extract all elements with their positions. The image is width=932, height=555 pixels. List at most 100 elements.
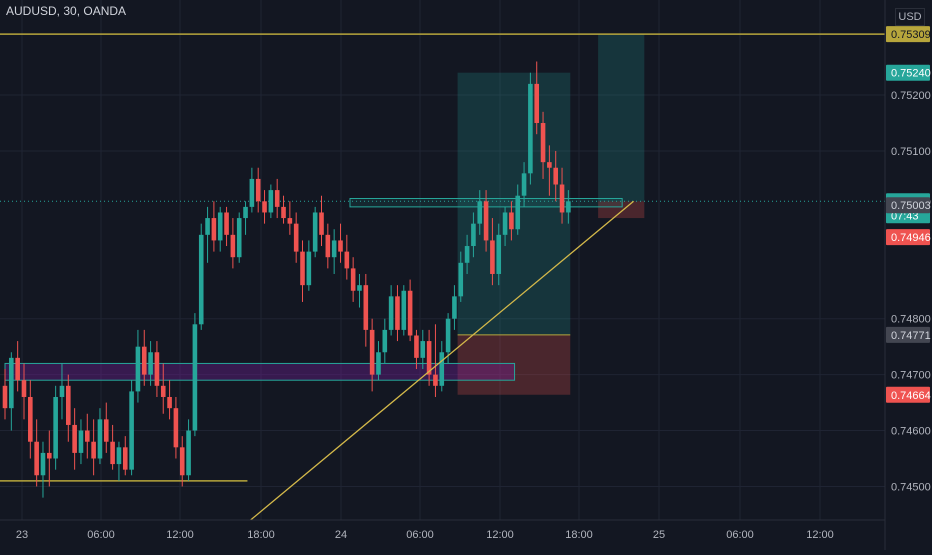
candle-body xyxy=(217,212,223,241)
candle-body xyxy=(559,184,565,213)
price-tick-label: 0.74600 xyxy=(891,426,931,438)
candle-body xyxy=(255,178,261,202)
candle-body xyxy=(553,167,559,185)
time-tick-label: 18:00 xyxy=(247,529,275,541)
candle-body xyxy=(369,329,375,375)
candle-body xyxy=(357,285,362,291)
long-position-profit-zone[interactable] xyxy=(457,72,571,335)
time-tick-label: 06:00 xyxy=(726,529,754,541)
price-tick-label: 0.74700 xyxy=(891,370,931,382)
time-tick-label: 12:00 xyxy=(806,529,834,541)
candle-body xyxy=(141,346,147,375)
candle-body xyxy=(293,223,299,252)
candle-body xyxy=(192,324,198,431)
candle-body xyxy=(211,218,217,241)
long-position-loss-zone-2[interactable] xyxy=(598,201,645,219)
long-position-loss-zone[interactable] xyxy=(457,334,571,395)
time-tick-label: 12:00 xyxy=(166,529,194,541)
candle-body xyxy=(395,296,400,330)
price-badge xyxy=(886,386,930,403)
candle-body xyxy=(477,201,483,224)
candle-body xyxy=(433,374,438,386)
candle-body xyxy=(268,190,274,213)
price-badge-label: 0.74664 xyxy=(891,390,931,402)
candle-body xyxy=(287,218,293,224)
price-axis-background xyxy=(885,0,932,550)
candle-body xyxy=(445,318,451,353)
candle-body xyxy=(414,335,419,358)
candle-body xyxy=(344,251,350,269)
candle-body xyxy=(167,396,172,409)
candle-body xyxy=(129,391,134,470)
price-badge xyxy=(886,26,930,43)
time-tick-label: 12:00 xyxy=(486,529,514,541)
candle-body xyxy=(103,419,109,442)
price-badge xyxy=(886,229,930,246)
candle-body xyxy=(363,285,369,330)
candle-body xyxy=(205,218,210,235)
price-badge-label: 0.75309 xyxy=(891,29,931,41)
candle-body xyxy=(262,201,267,213)
candle-body xyxy=(173,408,179,448)
candle-body xyxy=(243,206,248,219)
candle-body xyxy=(154,352,160,386)
candle-body xyxy=(28,396,33,442)
candle-body xyxy=(452,296,457,319)
candle-body xyxy=(515,195,521,230)
price-badge-label: 0.75240 xyxy=(891,68,931,80)
candle-body xyxy=(502,212,508,235)
price-badge-label: 0.74946 xyxy=(891,232,931,244)
countdown-label: 07:43 xyxy=(891,210,919,222)
candle-body xyxy=(401,290,407,330)
candle-body xyxy=(521,173,527,196)
candle-body xyxy=(496,234,502,274)
candle-body xyxy=(420,341,426,358)
candle-body xyxy=(350,268,356,291)
candle-body xyxy=(566,201,571,213)
candle-body xyxy=(59,385,65,397)
candle-body xyxy=(312,212,318,252)
candle-body xyxy=(249,178,255,207)
candle-body xyxy=(534,83,540,124)
currency-selector[interactable]: USD xyxy=(895,8,925,26)
candle-body xyxy=(91,441,96,459)
candle-body xyxy=(230,234,236,258)
time-tick-label: 23 xyxy=(16,529,28,541)
candle-body xyxy=(2,385,8,409)
candle-body xyxy=(179,447,185,476)
candle-body xyxy=(471,223,476,247)
candle-body xyxy=(331,240,337,258)
price-badge-label: 0.75003 xyxy=(891,200,931,212)
candle-body xyxy=(198,234,204,325)
trendline[interactable] xyxy=(250,200,634,521)
long-position-profit-zone-2[interactable] xyxy=(598,34,645,202)
candle-body xyxy=(122,447,128,470)
candle-body xyxy=(407,290,413,336)
candle-body xyxy=(72,424,77,453)
candle-body xyxy=(382,329,388,353)
candle-body xyxy=(148,352,153,375)
candle-body xyxy=(376,352,381,375)
candle-body xyxy=(15,357,20,381)
candle-body xyxy=(236,218,242,258)
candle-body xyxy=(274,190,280,207)
candle-body xyxy=(300,251,305,286)
candle-body xyxy=(34,441,39,476)
price-badge xyxy=(886,326,930,343)
candle-body xyxy=(224,212,229,235)
candle-body xyxy=(9,357,14,409)
time-tick-label: 24 xyxy=(335,529,347,541)
candle-body xyxy=(483,201,489,241)
price-tick-label: 0.74500 xyxy=(891,481,931,493)
candle-body xyxy=(338,240,343,252)
candle-body xyxy=(426,341,432,375)
candle-body xyxy=(110,441,115,465)
candle-body xyxy=(528,83,533,174)
symbol-title: AUDUSD, 30, OANDA xyxy=(6,4,127,18)
candle-body xyxy=(281,206,286,219)
support-zone[interactable] xyxy=(4,362,516,381)
price-badge xyxy=(886,64,930,81)
time-tick-label: 25 xyxy=(653,529,665,541)
